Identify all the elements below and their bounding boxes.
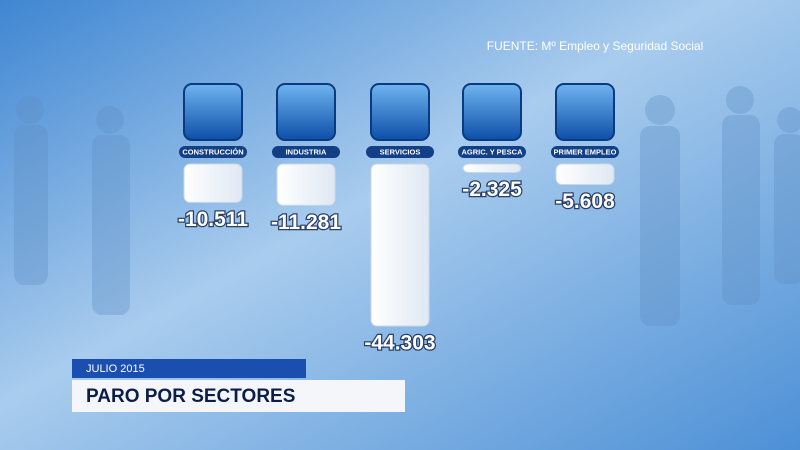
category-pill bbox=[458, 146, 526, 158]
category-pill bbox=[366, 146, 434, 158]
bar bbox=[370, 163, 430, 327]
bar bbox=[183, 163, 243, 203]
bar bbox=[555, 163, 615, 186]
icon bbox=[370, 83, 430, 141]
bar bbox=[276, 163, 336, 206]
x-tick-label: SERVICIOS bbox=[380, 147, 421, 156]
x-tick-label: PRIMER EMPLEO bbox=[554, 147, 617, 156]
value-label: -44.303 bbox=[364, 332, 435, 355]
value-label: -2.325 bbox=[462, 178, 522, 201]
category-pill bbox=[551, 146, 619, 158]
subtitle: JULIO 2015 bbox=[86, 363, 145, 375]
title-bar bbox=[72, 380, 405, 412]
icon bbox=[276, 83, 336, 141]
silhouettes bbox=[14, 86, 800, 326]
chart-title: PARO POR SECTORES bbox=[86, 386, 295, 407]
x-tick-label: CONSTRUCCIÓN bbox=[182, 147, 243, 156]
value-label: -10.511 bbox=[178, 208, 248, 231]
value-label: -5.608 bbox=[555, 190, 615, 213]
subtitle-bar bbox=[72, 359, 306, 378]
icon bbox=[183, 83, 243, 141]
icon bbox=[555, 83, 615, 141]
category-pill bbox=[272, 146, 340, 158]
category-pill bbox=[179, 146, 247, 158]
source: FUENTE: Mº Empleo y Seguridad Social bbox=[487, 39, 703, 53]
x-tick-label: INDUSTRIA bbox=[286, 147, 327, 156]
bar bbox=[462, 163, 522, 174]
x-tick-label: AGRIC. Y PESCA bbox=[462, 147, 524, 156]
value-label: -11.281 bbox=[271, 211, 341, 234]
icon bbox=[462, 83, 522, 141]
